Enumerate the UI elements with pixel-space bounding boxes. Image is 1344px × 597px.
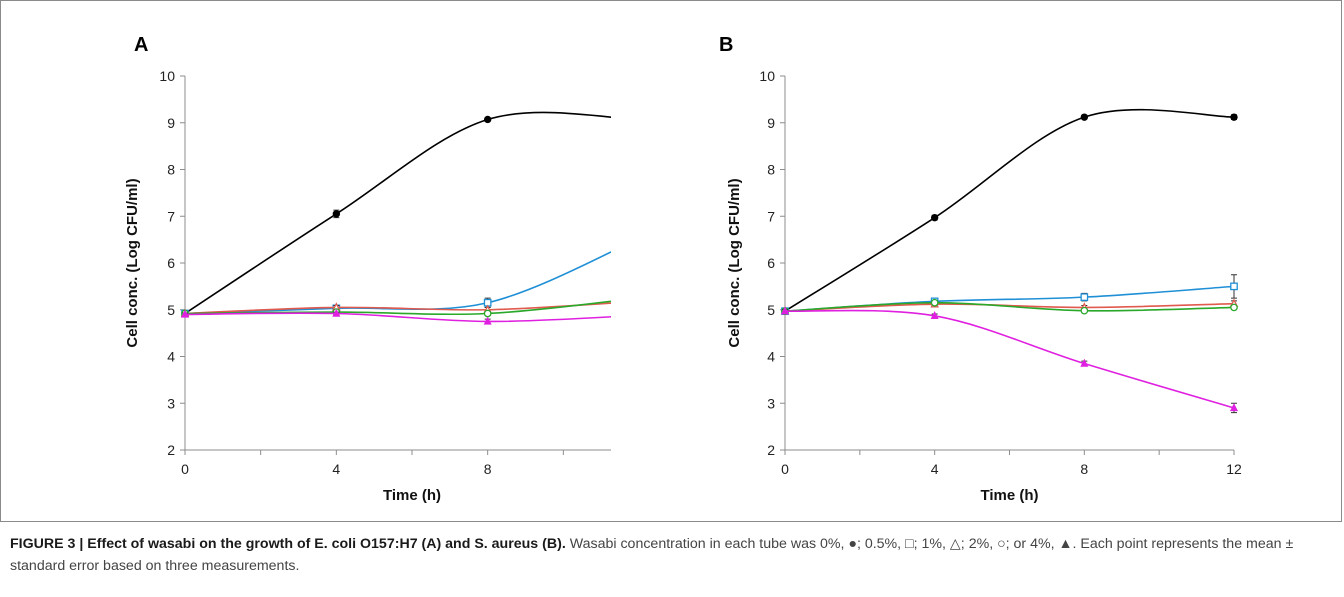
y-tick-label: 5	[767, 302, 775, 318]
x-axis-title: Time (h)	[383, 487, 441, 504]
series-line	[784, 302, 1235, 312]
data-point	[1230, 113, 1238, 121]
caption-body: Wasabi concentration in each tube was 0%…	[10, 536, 1294, 574]
y-tick-label: 3	[167, 395, 175, 411]
chart-panel-b: B 2 3 4 5 6 7 8 9 10 0 4 8 12 Time (h) Cell conc. (Log …	[719, 34, 1242, 504]
y-tick-label: 8	[167, 162, 175, 178]
chart-panel-a: A234567891004812Time (h)Cell conc. (Log …	[124, 34, 611, 504]
data-point	[1080, 113, 1089, 121]
data-point	[1080, 293, 1089, 301]
x-tick-label: 4	[931, 461, 939, 477]
x-tick-label: 0	[181, 461, 189, 477]
y-tick-label: 10	[759, 68, 775, 84]
x-tick-label: 8	[1080, 461, 1088, 477]
series-line	[784, 309, 1235, 409]
series-5	[780, 306, 1239, 414]
y-axis-title: Cell conc. (Log CFU/ml)	[124, 178, 141, 347]
data-point	[483, 115, 492, 124]
series-line	[784, 108, 1235, 312]
panel-label: A	[134, 34, 148, 56]
series-2	[781, 274, 1238, 316]
series-line	[784, 301, 1235, 312]
data-point	[780, 306, 790, 315]
data-point	[1080, 358, 1089, 367]
y-tick-label: 2	[767, 442, 775, 458]
data-point	[1230, 282, 1238, 291]
data-point	[483, 309, 492, 318]
data-point	[930, 213, 939, 222]
series-1	[181, 111, 611, 318]
y-tick-label: 3	[767, 395, 775, 411]
series-line	[184, 251, 611, 315]
series-line	[184, 312, 611, 323]
x-tick-label: 0	[781, 461, 789, 477]
data-point	[1229, 403, 1239, 412]
y-tick-label: 7	[767, 208, 775, 224]
x-tick-label: 4	[332, 461, 340, 477]
series-5	[180, 308, 611, 325]
data-point	[332, 308, 341, 317]
y-tick-label: 4	[167, 349, 175, 365]
y-tick-label: 5	[167, 302, 175, 318]
y-tick-label: 10	[159, 68, 175, 84]
y-tick-label: 2	[167, 442, 175, 458]
y-tick-label: 8	[767, 162, 775, 178]
series-1	[781, 108, 1238, 315]
data-point	[332, 210, 341, 218]
y-tick-label: 7	[167, 208, 175, 224]
x-axis-title: Time (h)	[980, 487, 1038, 504]
y-tick-label: 6	[167, 255, 175, 271]
figure-frame: A 2 3 4 5 6 7 8 9 10 0 4 8 12 Time (h) Cell conc. (Log …	[0, 0, 1342, 522]
y-tick-label: 9	[167, 115, 175, 131]
caption-title: FIGURE 3 | Effect of wasabi on the growt…	[10, 536, 566, 552]
series-4	[781, 298, 1238, 316]
series-line	[184, 111, 611, 315]
y-axis-title: Cell conc. (Log CFU/ml)	[726, 178, 743, 347]
y-tick-label: 6	[767, 255, 775, 271]
data-point	[1080, 306, 1089, 315]
panel-label: B	[719, 34, 733, 56]
data-point	[180, 309, 190, 318]
data-point	[1230, 303, 1238, 312]
y-tick-label: 4	[767, 349, 775, 365]
y-tick-label: 9	[767, 115, 775, 131]
data-point	[930, 298, 939, 307]
x-tick-label: 8	[484, 461, 492, 477]
figure-caption: FIGURE 3 | Effect of wasabi on the growt…	[10, 533, 1338, 577]
data-point	[483, 316, 492, 325]
x-tick-label: 12	[1226, 461, 1242, 477]
data-point	[930, 311, 939, 320]
